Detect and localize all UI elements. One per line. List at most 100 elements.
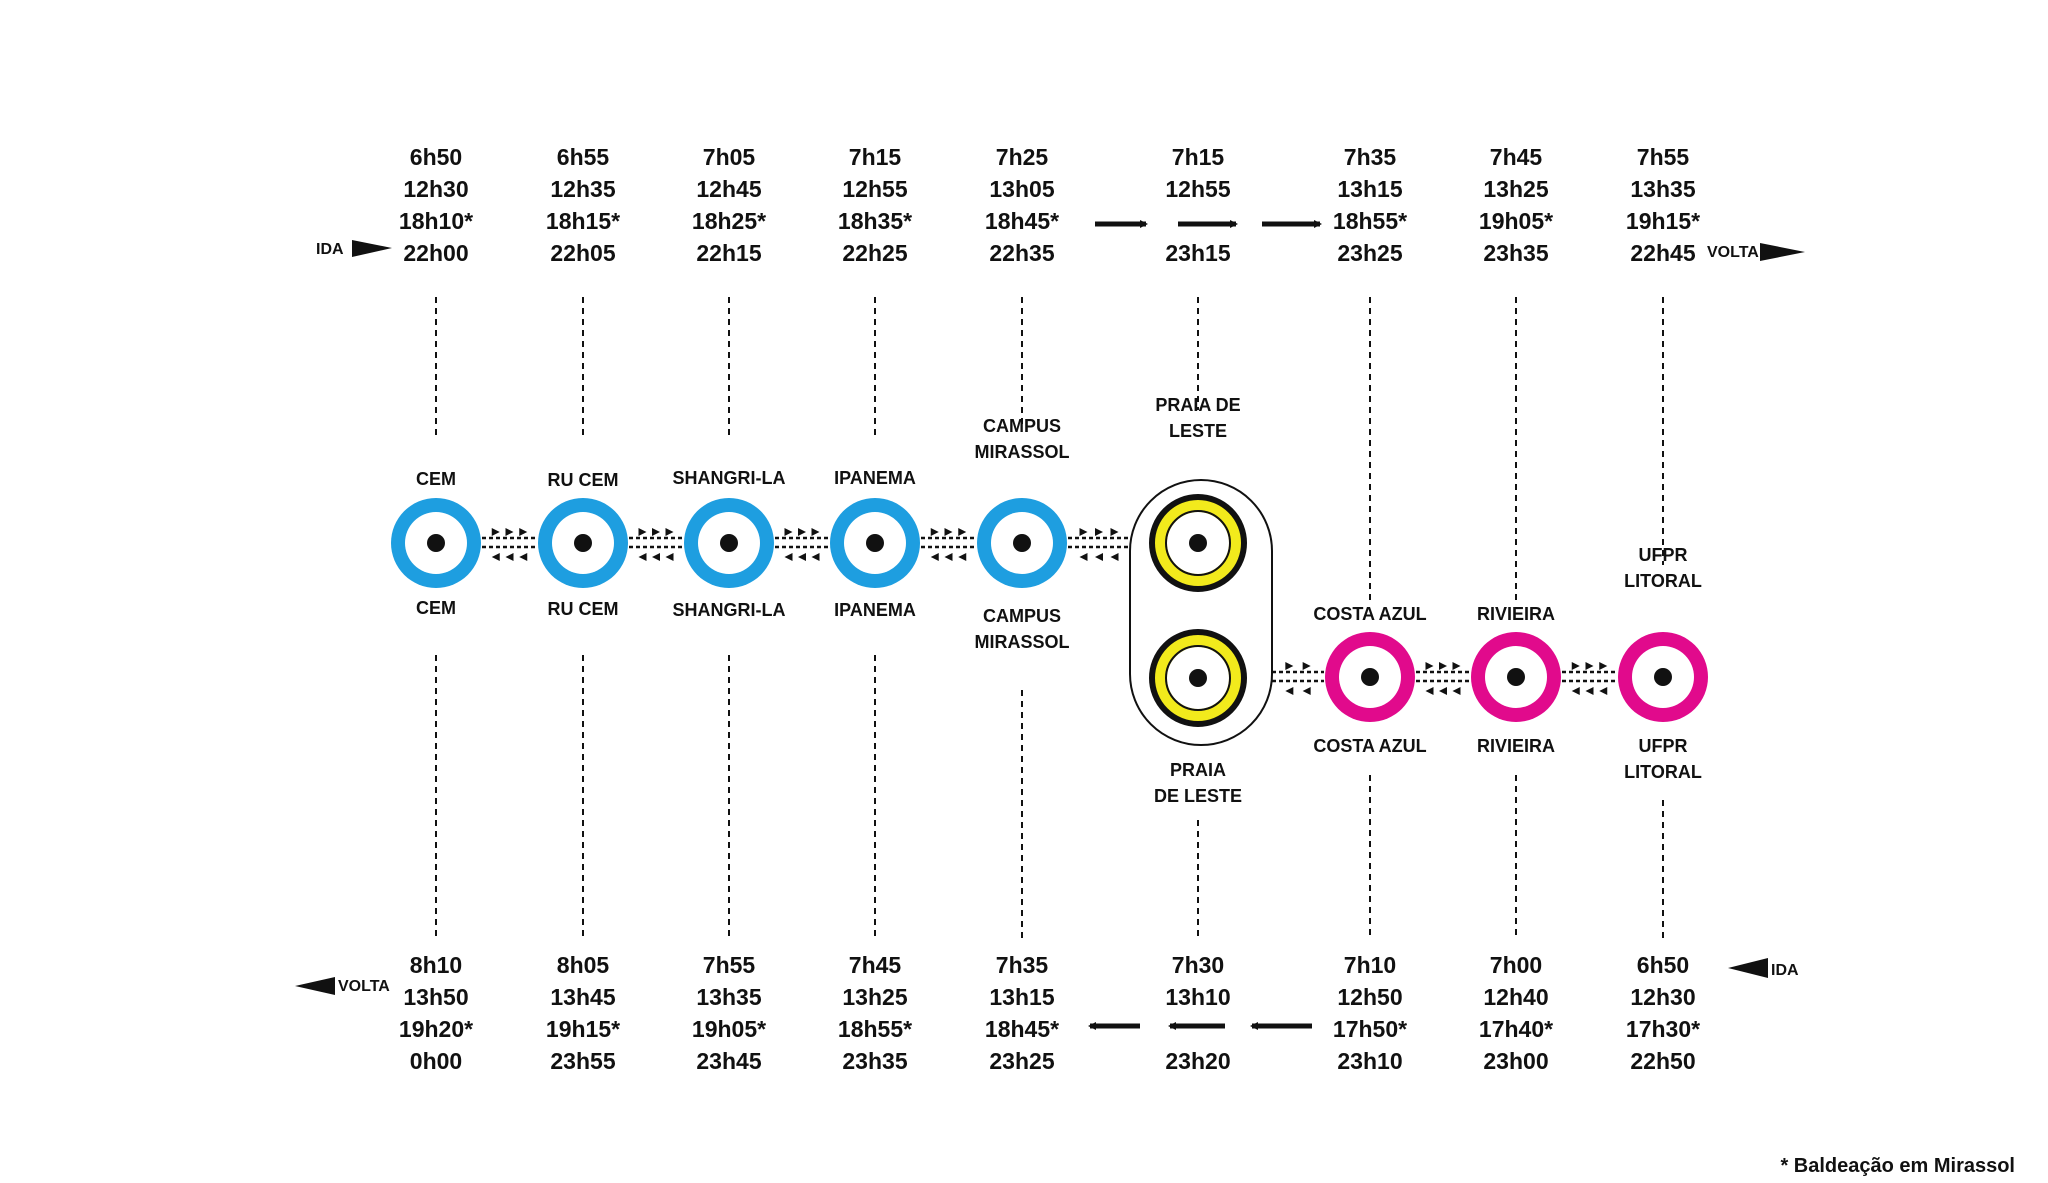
arrow-left-icon — [1439, 687, 1447, 695]
departure-time-ida: 22h00 — [403, 240, 468, 266]
direction-volta-top: VOLTA — [1707, 243, 1805, 261]
station-rivieira: 7h45 13h25 19h05* 23h35 7h00 12h40 17h40* 23h00… — [1471, 144, 1561, 1074]
departure-time-ida: 6h50 — [410, 144, 462, 170]
station-label-top: RU CEM — [548, 470, 619, 490]
arrow-right-icon — [784, 528, 793, 536]
departure-time-ida: 23h15 — [1165, 240, 1230, 266]
departure-time-volta: 17h30* — [1626, 1016, 1700, 1042]
departure-time-volta: 8h05 — [557, 952, 610, 978]
arrow-right-icon — [652, 528, 660, 536]
departure-time-volta: 13h50 — [403, 984, 468, 1010]
departure-time-ida: 18h35* — [838, 208, 912, 234]
arrow-right-icon — [519, 528, 528, 536]
departure-time-ida: 22h05 — [550, 240, 615, 266]
departure-time-ida: 19h05* — [1479, 208, 1553, 234]
station-shangri-la: 7h05 12h45 18h25* 22h15 7h55 13h35 19h05* 23h45… — [673, 144, 786, 1074]
arrow-left-icon — [1425, 687, 1434, 695]
arrow-left-icon — [1728, 958, 1768, 978]
arrow-right-icon — [811, 528, 820, 536]
station-ipanema: 7h15 12h55 18h35* 22h25 7h45 13h25 18h55* 23h35… — [830, 144, 920, 1074]
arrow-left-icon — [811, 553, 820, 561]
station-label-top: MIRASSOL — [974, 442, 1069, 462]
station-label-top: LESTE — [1169, 421, 1227, 441]
direction-label-volta-top: VOLTA — [1707, 244, 1759, 261]
station-label-bottom: PRAIA — [1170, 760, 1226, 780]
departure-time-volta: 19h20* — [399, 1016, 473, 1042]
arrow-right-icon — [505, 528, 514, 536]
station-label-top: UFPR — [1639, 545, 1688, 565]
departure-time-volta: 7h55 — [703, 952, 756, 978]
arrow-right-icon — [1760, 243, 1805, 261]
station-ru-cem: 6h55 12h35 18h15* 22h05 8h05 13h45 19h15* 23h55… — [538, 144, 628, 1074]
departure-time-ida: 7h05 — [703, 144, 756, 170]
departure-time-volta: 12h40 — [1483, 984, 1548, 1010]
station-praia-de-leste: 7h15 12h55 23h15 7h30 13h10 23h20 PRAIA DE LEST… — [1149, 144, 1247, 1074]
station-ufpr-litoral: 7h55 13h35 19h15* 22h45 6h50 12h30 17h30* 22h50… — [1618, 144, 1708, 1074]
station-label-top: COSTA AZUL — [1313, 604, 1426, 624]
footnote: * Baldeação em Mirassol — [1780, 1155, 2015, 1177]
departure-time-ida: 7h45 — [1490, 144, 1543, 170]
station-node-ufpr-litoral — [1618, 632, 1708, 722]
departure-time-volta: 23h00 — [1483, 1048, 1548, 1074]
departure-time-ida: 23h25 — [1337, 240, 1402, 266]
departure-time-volta: 13h10 — [1165, 984, 1230, 1010]
departure-time-ida: 7h25 — [996, 144, 1049, 170]
direction-label-ida-top: IDA — [316, 241, 344, 258]
departure-time-ida: 22h15 — [696, 240, 761, 266]
arrow-left-icon — [930, 553, 939, 561]
departure-time-ida: 12h55 — [1165, 176, 1230, 202]
arrow-left-icon — [798, 553, 806, 561]
arrow-right-icon — [958, 528, 967, 536]
station-node-campus-mirassol — [977, 498, 1067, 588]
station-label-bottom: RU CEM — [548, 599, 619, 619]
direction-ida-top: IDA — [316, 240, 392, 258]
departure-time-volta: 7h00 — [1490, 952, 1542, 978]
departure-time-volta: 23h35 — [842, 1048, 907, 1074]
arrow-left-icon — [1452, 687, 1461, 695]
station-label-bottom: SHANGRI-LA — [673, 600, 786, 620]
departure-time-ida: 12h30 — [403, 176, 468, 202]
route-connector — [629, 528, 683, 561]
arrow-right-icon — [1110, 528, 1119, 536]
departure-time-ida: 18h45* — [985, 208, 1059, 234]
arrow-right-icon — [798, 528, 806, 536]
departure-time-volta: 13h35 — [696, 984, 761, 1010]
arrow-right-icon — [352, 240, 392, 257]
arrow-left-icon — [1571, 687, 1580, 695]
station-node-cem — [391, 498, 481, 588]
departure-time-volta: 23h45 — [696, 1048, 761, 1074]
departure-time-ida: 7h15 — [849, 144, 902, 170]
station-cem: 6h50 12h30 18h10* 22h00 8h10 13h50 19h20* 0h00 C… — [391, 144, 481, 1074]
station-label-top: PRAIA DE — [1155, 395, 1240, 415]
departure-time-volta: 0h00 — [410, 1048, 462, 1074]
station-node-praia-de-leste-transfer — [1149, 629, 1247, 727]
departure-time-ida: 22h45 — [1630, 240, 1695, 266]
departure-time-volta: 13h15 — [989, 984, 1054, 1010]
arrow-right-icon — [930, 528, 939, 536]
arrow-left-icon — [1585, 687, 1594, 695]
departure-time-ida: 6h55 — [557, 144, 610, 170]
departure-time-volta: 12h50 — [1337, 984, 1402, 1010]
station-costa-azul: 7h35 13h15 18h55* 23h25 7h10 12h50 17h50* 23h10… — [1313, 144, 1426, 1074]
departure-time-ida: 18h15* — [546, 208, 620, 234]
station-label-top: IPANEMA — [834, 468, 916, 488]
stations: 6h50 12h30 18h10* 22h00 8h10 13h50 19h20* 0h00 C… — [391, 144, 1708, 1074]
station-label-bottom: DE LESTE — [1154, 786, 1242, 806]
departure-time-ida: 13h35 — [1630, 176, 1695, 202]
station-label-top: SHANGRI-LA — [673, 468, 786, 488]
arrow-right-icon — [1079, 528, 1088, 536]
arrow-right-icon — [638, 528, 647, 536]
departure-time-volta: 17h40* — [1479, 1016, 1553, 1042]
station-label-bottom: MIRASSOL — [974, 632, 1069, 652]
route-connector — [1416, 662, 1470, 695]
departure-time-ida: 22h35 — [989, 240, 1054, 266]
station-node-praia-de-leste — [1149, 494, 1247, 592]
station-label-bottom: UFPR — [1639, 736, 1688, 756]
departure-time-volta: 23h25 — [989, 1048, 1054, 1074]
departure-time-volta: 17h50* — [1333, 1016, 1407, 1042]
departure-time-volta: 7h35 — [996, 952, 1049, 978]
departure-time-volta: 6h50 — [1637, 952, 1689, 978]
arrow-left-icon — [295, 977, 335, 995]
arrow-right-icon — [1599, 662, 1608, 670]
departure-time-volta: 18h55* — [838, 1016, 912, 1042]
